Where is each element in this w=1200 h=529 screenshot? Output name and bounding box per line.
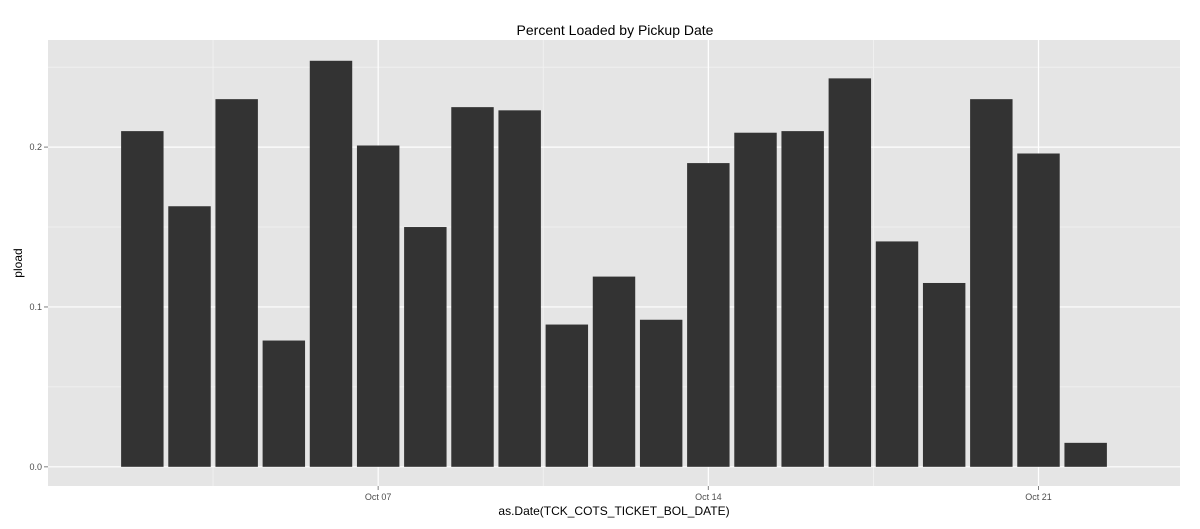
bar [404,227,447,467]
bar [781,131,824,467]
x-tick-label: Oct 14 [695,492,722,502]
bar [875,241,919,467]
bar [734,132,777,467]
bars [121,60,1107,467]
bar [451,107,494,467]
x-axis-title: as.Date(TCK_COTS_TICKET_BOL_DATE) [498,504,729,518]
bar [970,99,1013,467]
bar [687,163,730,467]
bar [168,206,211,467]
chart-title: Percent Loaded by Pickup Date [517,22,714,38]
x-tick-label: Oct 21 [1025,492,1052,502]
bar [1017,153,1060,467]
bar [121,131,164,467]
bar [262,340,306,467]
bar [1064,442,1107,467]
y-axis: 0.0 0.1 0.2 [29,142,48,472]
bar [309,60,353,467]
y-tick-label: 0.1 [29,302,42,312]
bar [545,324,589,467]
y-tick-label: 0.2 [29,142,42,152]
bar [498,110,541,467]
bar [592,276,636,467]
bar [215,99,258,467]
y-tick-label: 0.0 [29,462,42,472]
bar [639,319,683,467]
bar [828,78,872,467]
y-axis-title: pload [11,248,25,277]
x-axis: Oct 07 Oct 14 Oct 21 [365,486,1052,502]
bar [922,282,966,467]
bar [356,145,400,467]
x-tick-label: Oct 07 [365,492,392,502]
